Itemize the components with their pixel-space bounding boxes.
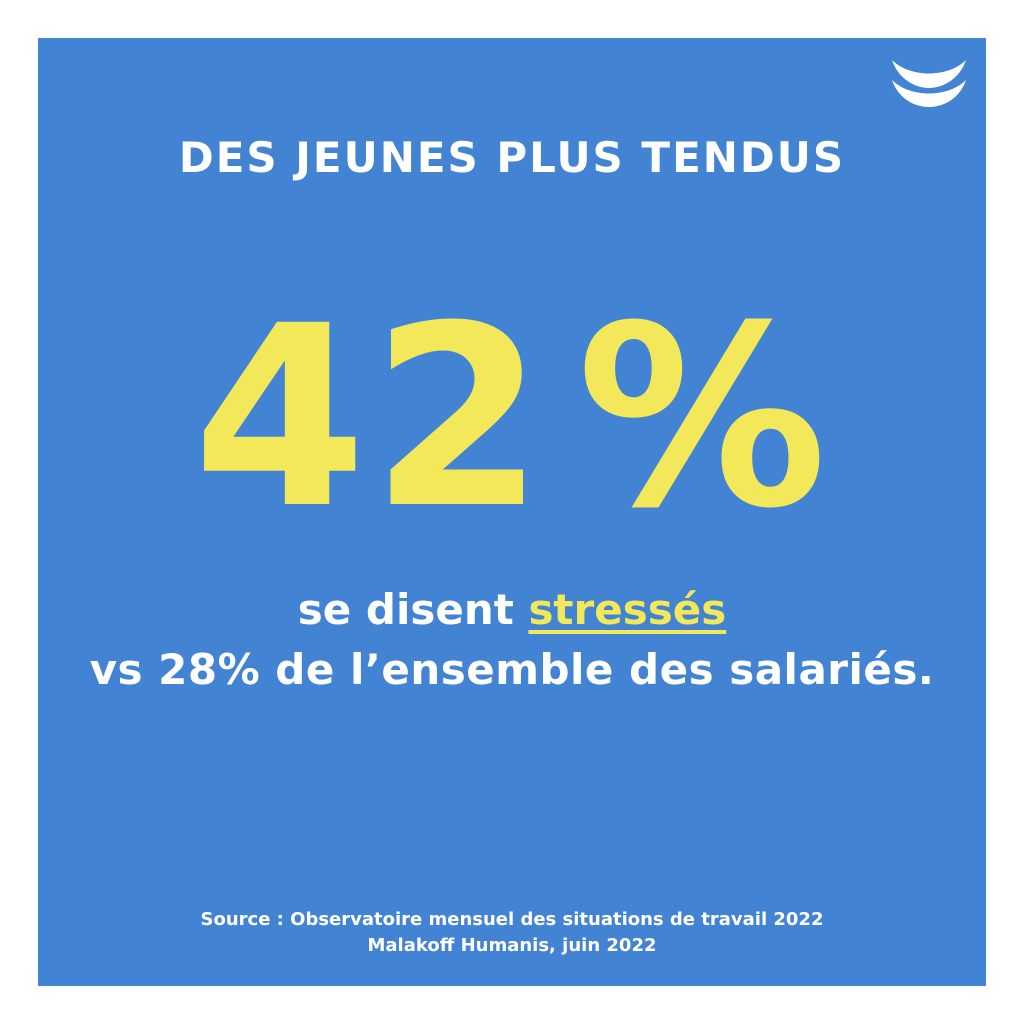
source-line-2: Malakoff Humanis, juin 2022: [367, 935, 657, 956]
stat-value: 42: [192, 272, 549, 563]
big-percentage: 42%: [38, 288, 986, 548]
subtitle-line-2: vs 28% de l’ensemble des salariés.: [89, 645, 935, 694]
subtitle-line-1: se disent stressés: [38, 582, 986, 638]
smile-waves-icon: [892, 60, 966, 107]
subtitle-prefix: se disent: [297, 585, 529, 634]
stat-unit: %: [576, 272, 832, 563]
infographic-card: DES JEUNES PLUS TENDUS 42% se disent str…: [38, 38, 986, 986]
source-line-1: Source : Observatoire mensuel des situat…: [200, 909, 824, 930]
highlight-word: stressés: [528, 585, 727, 634]
headline: DES JEUNES PLUS TENDUS: [178, 133, 846, 182]
